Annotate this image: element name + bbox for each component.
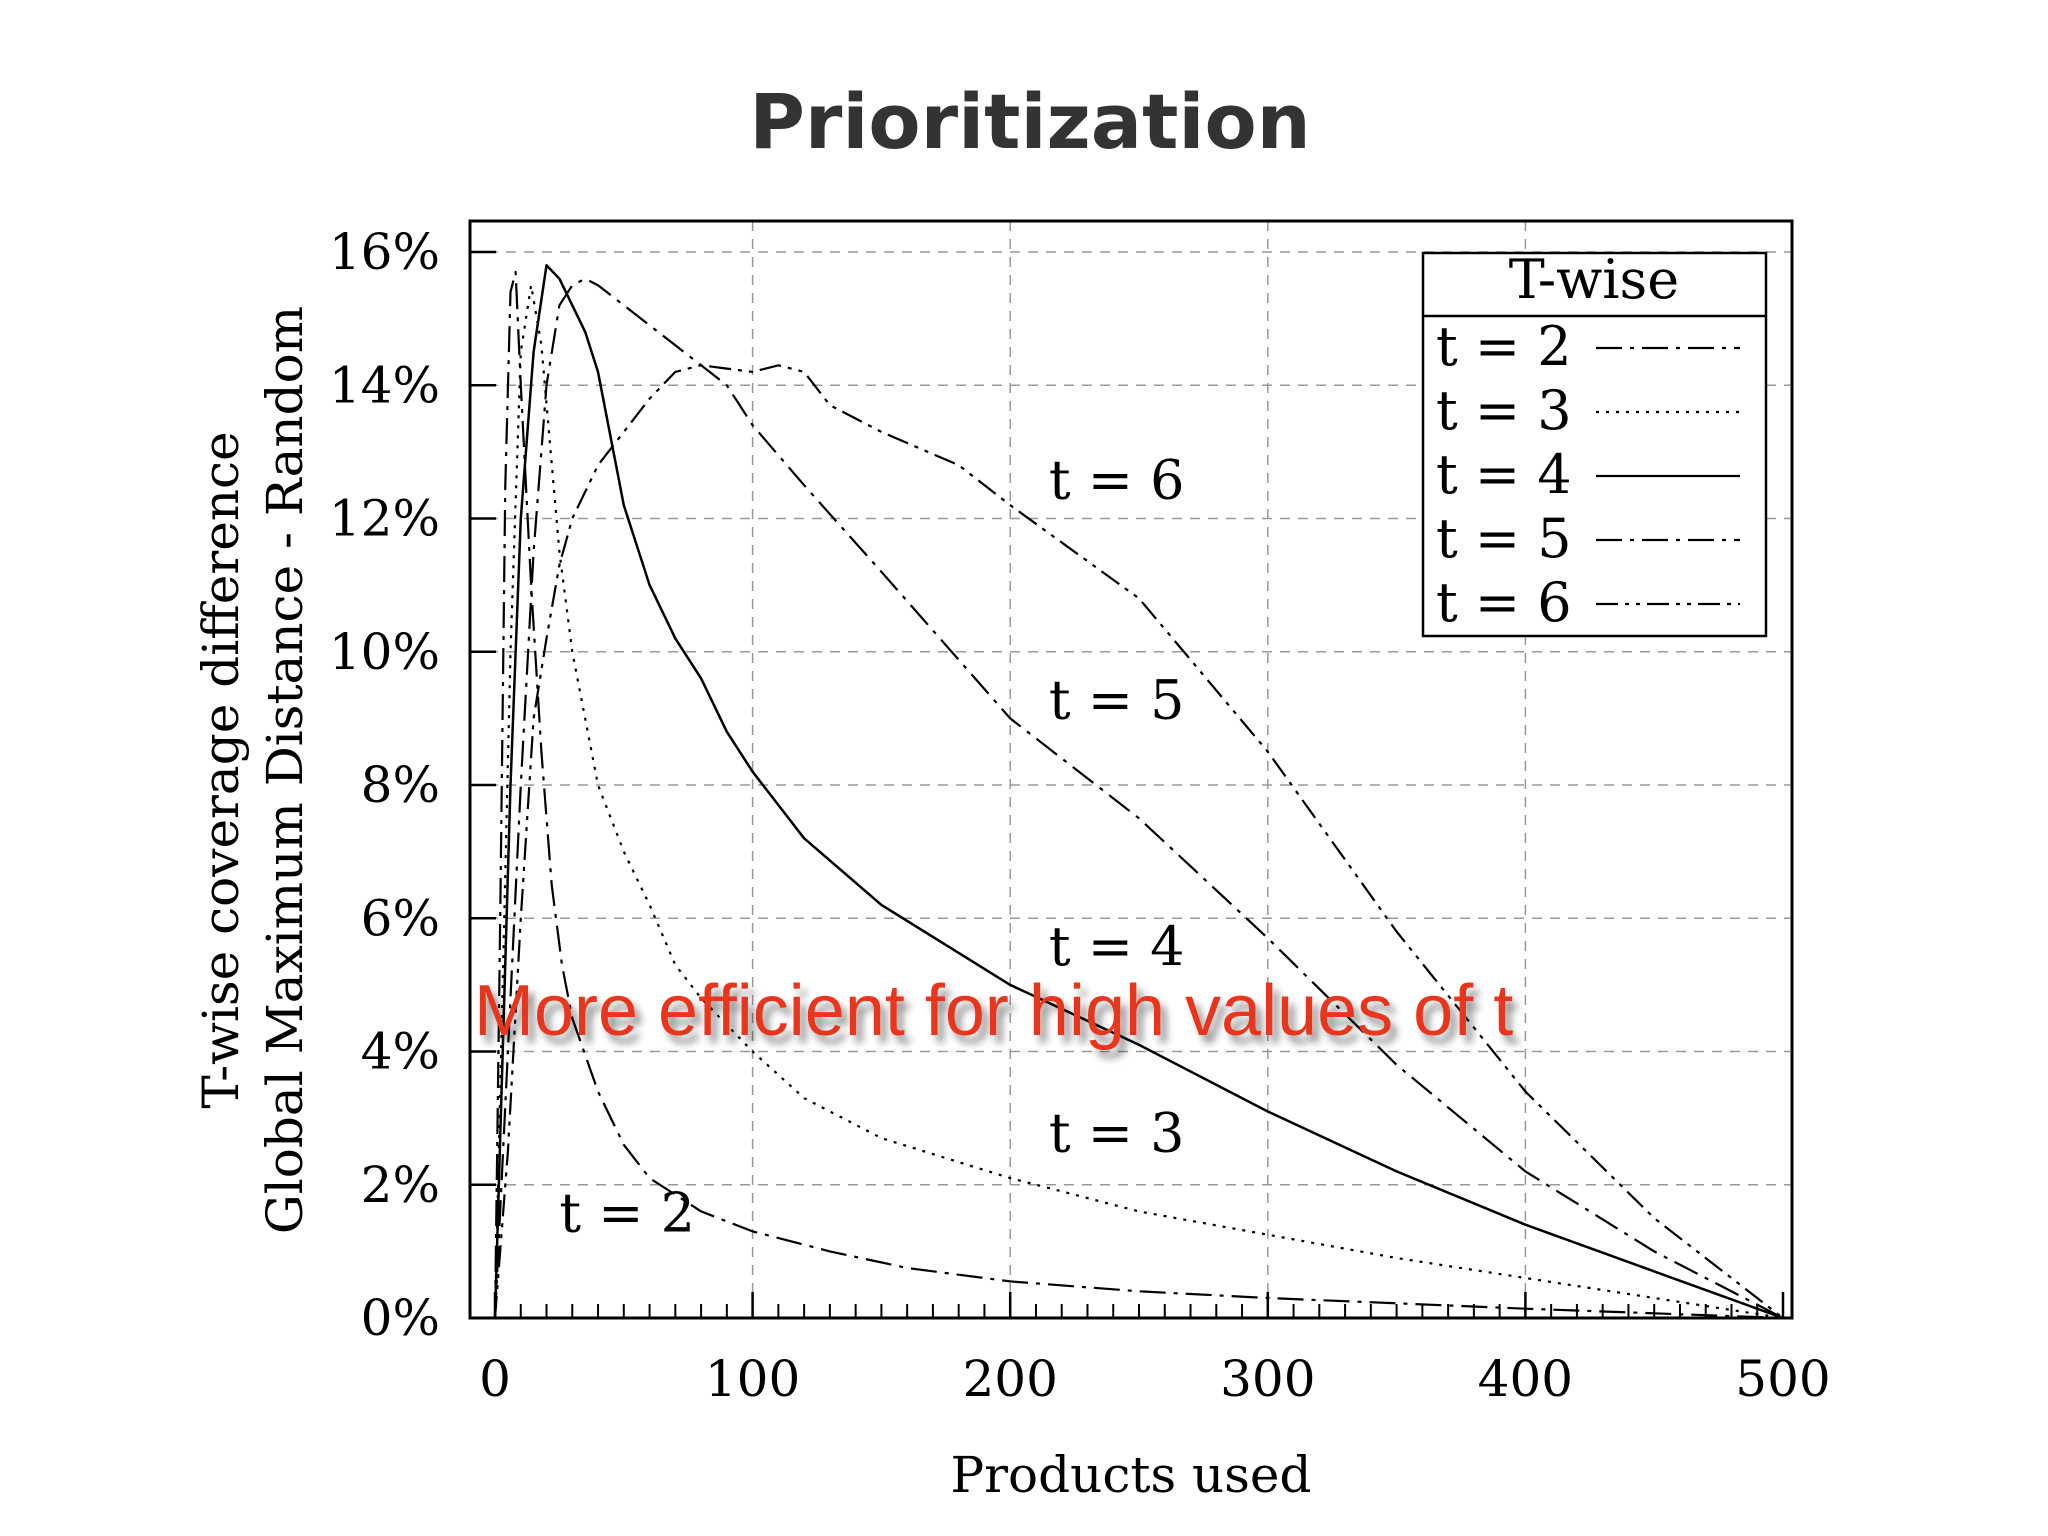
x-tick-label: 200 [962, 1350, 1057, 1408]
legend-title: T-wise [1509, 248, 1679, 311]
y-tick-label: 16% [329, 223, 440, 281]
series-line-t-5 [493, 277, 1784, 1319]
y-tick-labels: 0% 2% 4% 6% 8% 10% 12% 14% 16% [329, 223, 440, 1347]
y-tick-label: 12% [329, 490, 440, 548]
x-tick-label: 0 [479, 1350, 511, 1408]
legend-label: t = 2 [1436, 315, 1572, 378]
series-line-t-6 [493, 364, 1784, 1319]
y-axis-label-line1: T-wise coverage difference [192, 431, 250, 1108]
curve-annotation: t = 3 [1049, 1101, 1185, 1164]
series-line-t-2 [493, 270, 1784, 1320]
legend-label: t = 5 [1436, 507, 1572, 570]
plot-frame [468, 219, 1794, 1320]
x-tick-label: 500 [1735, 1350, 1830, 1408]
legend-label: t = 4 [1436, 443, 1572, 506]
curve-annotation: t = 2 [559, 1181, 695, 1244]
x-tick-label: 100 [705, 1350, 800, 1408]
curve-annotation: t = 5 [1049, 668, 1185, 731]
y-tick-label: 0% [361, 1289, 440, 1347]
series-line-t-3 [493, 284, 1784, 1320]
x-axis-label: Products used [951, 1446, 1312, 1504]
y-tick-label: 10% [329, 623, 440, 681]
curve-annotations: t = 6 t = 5 t = 4 t = 3 t = 2 [559, 449, 1184, 1245]
y-tick-label: 6% [361, 889, 440, 947]
x-tick-label: 300 [1220, 1350, 1315, 1408]
y-tick-label: 2% [361, 1156, 440, 1214]
legend: T-wise t = 2t = 3t = 4t = 5t = 6 [1421, 248, 1768, 638]
curve-annotation: t = 6 [1049, 449, 1185, 512]
y-tick-label: 4% [361, 1023, 440, 1081]
y-tick-label: 8% [361, 756, 440, 814]
chart-title: Prioritization [749, 77, 1311, 166]
curve-annotation: t = 4 [1049, 915, 1185, 978]
y-axis-label-line2: Global Maximum Distance - Random [256, 306, 314, 1234]
series-lines [493, 264, 1784, 1320]
x-tick-labels: 0 100 200 300 400 500 [479, 1350, 1831, 1408]
x-tick-label: 400 [1478, 1350, 1573, 1408]
legend-entries: t = 2t = 3t = 4t = 5t = 6 [1436, 315, 1740, 634]
legend-label: t = 6 [1436, 571, 1572, 634]
legend-label: t = 3 [1436, 379, 1572, 442]
overlay-message: More efficient for high values of t [474, 971, 1513, 1051]
series-line-t-4 [493, 264, 1784, 1320]
y-tick-label: 14% [329, 356, 440, 414]
